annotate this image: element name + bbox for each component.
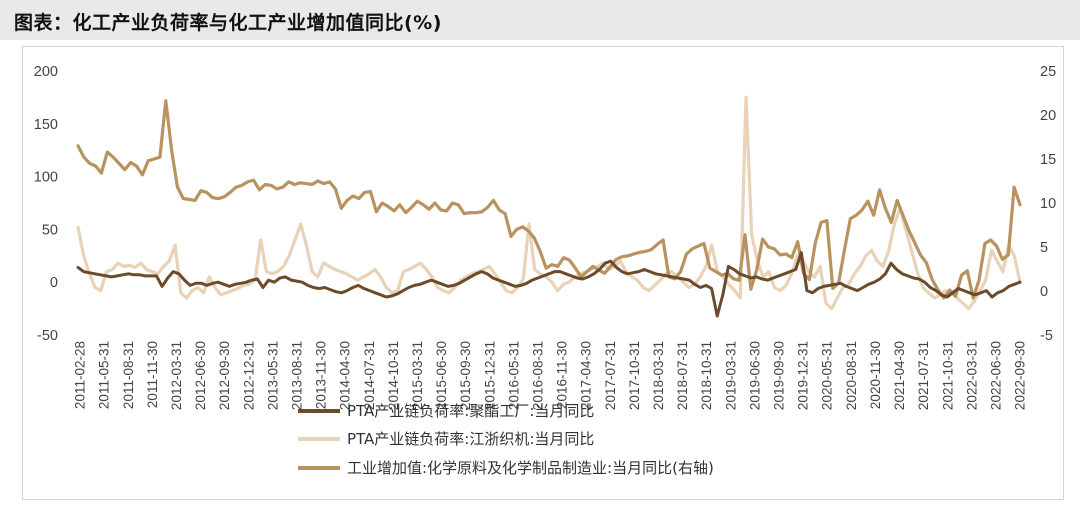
x-tick-label: 2015-03-31 bbox=[410, 341, 425, 410]
right-tick-label: 15 bbox=[1040, 152, 1056, 168]
x-tick-label: 2013-08-31 bbox=[289, 341, 304, 410]
x-tick-label: 2013-11-30 bbox=[314, 341, 329, 409]
right-tick-label: 20 bbox=[1040, 108, 1056, 124]
x-tick-label: 2015-12-31 bbox=[482, 341, 497, 410]
x-tick-label: 2011-08-31 bbox=[121, 341, 136, 409]
right-tick-label: 25 bbox=[1040, 64, 1056, 80]
x-tick-label: 2012-12-31 bbox=[241, 341, 256, 410]
left-tick-label: -50 bbox=[37, 328, 58, 344]
x-tick-label: 2020-11-30 bbox=[868, 341, 883, 409]
title-bar: 图表：化工产业负荷率与化工产业增加值同比(%) bbox=[0, 0, 1080, 40]
legend-label: PTA产业链负荷率:江浙织机:当月同比 bbox=[347, 430, 594, 448]
x-tick-label: 2020-08-31 bbox=[844, 341, 859, 410]
x-tick-label: 2016-08-31 bbox=[531, 341, 546, 410]
right-tick-label: 5 bbox=[1040, 240, 1048, 256]
x-tick-label: 2011-05-31 bbox=[97, 341, 112, 409]
left-tick-label: 100 bbox=[34, 170, 58, 186]
x-tick-label: 2018-07-31 bbox=[675, 341, 690, 410]
x-tick-label: 2017-07-31 bbox=[603, 341, 618, 410]
x-tick-label: 2014-04-30 bbox=[338, 341, 353, 410]
left-tick-label: 50 bbox=[42, 222, 58, 238]
x-tick-label: 2011-02-28 bbox=[73, 341, 88, 409]
x-tick-label: 2017-10-31 bbox=[627, 341, 642, 410]
x-tick-label: 2012-09-30 bbox=[217, 341, 232, 410]
x-tick-label: 2019-09-30 bbox=[772, 341, 787, 410]
x-tick-label: 2016-05-31 bbox=[506, 341, 521, 410]
x-tick-label: 2012-03-31 bbox=[169, 341, 184, 410]
right-tick-label: -5 bbox=[1040, 328, 1053, 344]
series-line-3 bbox=[76, 99, 1022, 300]
right-axis-ticks: 25 20 15 10 5 0 -5 bbox=[1040, 64, 1056, 344]
x-tick-label: 2011-11-30 bbox=[145, 341, 160, 408]
x-tick-label: 2014-07-31 bbox=[362, 341, 377, 410]
x-tick-label: 2021-07-31 bbox=[916, 341, 931, 410]
left-axis-ticks: 200 150 100 50 0 -50 bbox=[34, 64, 58, 344]
x-tick-label: 2020-05-31 bbox=[820, 341, 835, 410]
series-line-2 bbox=[76, 95, 1022, 311]
x-tick-label: 2021-04-30 bbox=[892, 341, 907, 410]
x-tick-label: 2012-06-30 bbox=[193, 341, 208, 410]
x-tick-label: 2019-03-31 bbox=[723, 341, 738, 410]
legend-label: 工业增加值:化学原料及化学制品制造业:当月同比(右轴) bbox=[347, 459, 714, 477]
x-axis-ticks: 2011-02-28 2011-05-31 2011-08-31 2011-11-30… bbox=[73, 341, 1028, 410]
x-tick-label: 2015-09-30 bbox=[458, 341, 473, 410]
x-tick-label: 2017-04-30 bbox=[579, 341, 594, 410]
x-tick-label: 2015-06-30 bbox=[434, 341, 449, 410]
x-tick-label: 2016-11-30 bbox=[555, 341, 570, 409]
legend-label: PTA产业链负荷率:聚酯工厂:当月同比 bbox=[347, 402, 594, 420]
x-tick-label: 2013-05-31 bbox=[265, 341, 280, 410]
x-tick-label: 2018-10-31 bbox=[699, 341, 714, 410]
series-line-1 bbox=[76, 251, 1022, 318]
x-tick-label: 2022-06-30 bbox=[988, 341, 1003, 410]
x-tick-label: 2022-03-31 bbox=[964, 341, 979, 410]
x-tick-label: 2018-03-31 bbox=[651, 341, 666, 410]
left-tick-label: 0 bbox=[50, 275, 58, 291]
right-tick-label: 10 bbox=[1040, 196, 1056, 212]
x-tick-label: 2014-10-31 bbox=[386, 341, 401, 410]
legend: PTA产业链负荷率:聚酯工厂:当月同比 PTA产业链负荷率:江浙织机:当月同比工业… bbox=[298, 402, 714, 477]
x-tick-label: 2019-06-30 bbox=[747, 341, 762, 410]
right-tick-label: 0 bbox=[1040, 284, 1048, 300]
x-tick-label: 2021-10-31 bbox=[940, 341, 955, 410]
x-tick-label: 2019-12-31 bbox=[796, 341, 811, 410]
chart-title: 图表：化工产业负荷率与化工产业增加值同比(%) bbox=[14, 12, 442, 34]
chart-frame bbox=[22, 46, 1064, 500]
left-tick-label: 150 bbox=[34, 117, 58, 133]
x-tick-label: 2022-09-30 bbox=[1013, 341, 1028, 410]
series-layer bbox=[76, 95, 1022, 318]
left-tick-label: 200 bbox=[34, 64, 58, 80]
